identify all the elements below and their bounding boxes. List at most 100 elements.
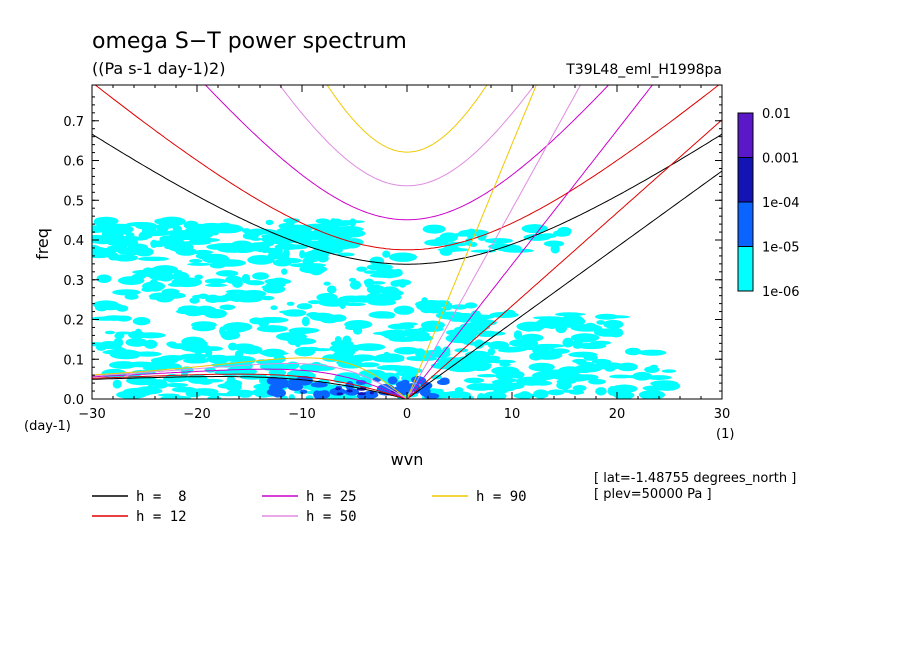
contour-patch <box>482 391 507 399</box>
contour-patch <box>250 237 262 241</box>
contour-patch <box>390 280 402 287</box>
contour-patch <box>301 316 310 327</box>
contour-patch <box>476 374 498 378</box>
colorbar: 0.01 0.001 1e-04 1e-05 1e-06 <box>737 107 800 300</box>
contour-patch <box>160 224 169 233</box>
y-tick-label: 0.6 <box>63 155 84 170</box>
contour-patch <box>189 259 203 264</box>
rossby-curve-h25 <box>92 368 408 399</box>
colorbar-label: 1e-05 <box>762 241 800 256</box>
contour-patch <box>393 305 415 315</box>
contour-patch <box>489 359 516 364</box>
contour-patch <box>207 395 221 399</box>
contour-patch <box>204 278 227 285</box>
info-latitude: [ lat=-1.48755 degrees_north ] <box>594 471 796 486</box>
contour-patch <box>189 297 200 304</box>
contour-patch <box>271 377 289 387</box>
legend-label: h = 25 <box>306 489 357 505</box>
chart-subtitle: ((Pa s-1 day-1)2) <box>92 59 225 78</box>
contour-patch <box>387 376 398 385</box>
contour-patch <box>288 394 295 399</box>
contour-patch <box>610 390 622 397</box>
contour-patch <box>466 383 495 391</box>
kelvin-curve-h25 <box>406 85 654 399</box>
contour-patch <box>126 221 156 227</box>
y-tick-label: 0.2 <box>63 314 84 329</box>
contour-patch <box>149 297 175 301</box>
contour-patch <box>286 219 295 227</box>
contour-patch <box>326 285 337 294</box>
contour-patch <box>306 312 321 318</box>
contour-patch <box>420 306 434 314</box>
contour-patch <box>415 335 422 340</box>
contour-patch <box>340 242 361 249</box>
contour-patch <box>241 273 251 284</box>
contour-patch <box>146 385 153 389</box>
contour-patch <box>289 232 315 242</box>
colorbar-segment <box>737 246 754 292</box>
colorbar-segment <box>737 201 754 247</box>
contour-patch <box>265 282 286 288</box>
contour-patch <box>259 350 268 355</box>
contour-patch <box>201 253 229 264</box>
contour-patch <box>399 283 406 288</box>
contour-patch <box>383 331 397 339</box>
contour-patch <box>570 333 600 343</box>
contour-patch <box>588 378 606 385</box>
contour-patch <box>393 365 416 373</box>
contour-patch <box>350 280 362 290</box>
contour-patch <box>430 362 461 370</box>
chart-title: omega S−T power spectrum <box>92 29 407 54</box>
contour-patch <box>192 249 213 255</box>
info-plev: [ plev=50000 Pa ] <box>594 487 712 502</box>
contour-patch <box>373 268 403 279</box>
contour-patch <box>132 317 151 326</box>
contour-patch <box>252 272 269 280</box>
contour-patch <box>343 355 364 365</box>
contour-patch <box>286 301 295 306</box>
contour-patch <box>265 219 274 226</box>
contour-patch <box>382 250 391 258</box>
contour-patch <box>357 392 366 396</box>
contour-patch <box>151 265 179 275</box>
contour-patch <box>134 341 143 347</box>
contour-patch <box>638 349 667 356</box>
contour-patch <box>491 380 508 384</box>
contour-patch <box>595 387 607 396</box>
contour-patch <box>464 302 478 309</box>
contour-patch <box>388 252 418 262</box>
contour-patch <box>112 254 139 262</box>
contour-patch <box>459 331 473 340</box>
y-tick-label: 0.7 <box>63 115 84 130</box>
contour-patch <box>161 288 180 295</box>
legend-label: h = 50 <box>306 509 357 525</box>
contour-patch <box>339 302 346 309</box>
contour-patch <box>268 358 283 368</box>
contour-patch <box>638 390 666 399</box>
contour-patch <box>256 325 288 333</box>
contour-patch <box>205 283 228 287</box>
contour-patch <box>356 266 368 272</box>
contour-patch <box>243 228 250 235</box>
contour-patch <box>363 270 377 274</box>
contour-patch <box>288 378 302 385</box>
contour-patch <box>336 392 344 396</box>
contour-patch <box>373 357 405 363</box>
contour-patch <box>232 295 264 302</box>
contour-patch <box>238 361 253 371</box>
contour-patch <box>281 268 288 275</box>
contour-patch <box>543 240 565 248</box>
contour-patch <box>594 313 619 320</box>
contour-patch <box>174 364 183 371</box>
contour-patch <box>372 293 402 302</box>
contour-patch <box>152 379 168 389</box>
contour-patch <box>239 348 260 354</box>
contour-patch <box>372 377 382 382</box>
contour-patch <box>176 308 196 315</box>
contour-patch <box>380 286 400 296</box>
contour-patch <box>249 317 263 325</box>
contour-patch <box>166 229 191 235</box>
contour-patch <box>137 256 169 262</box>
contour-patch <box>288 337 317 345</box>
legend-label: h = 12 <box>136 509 187 525</box>
